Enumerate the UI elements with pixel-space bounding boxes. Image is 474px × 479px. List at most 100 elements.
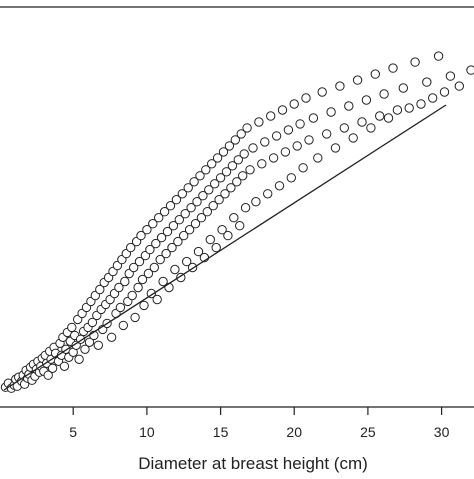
- data-point: [207, 159, 217, 169]
- data-point: [196, 213, 207, 223]
- data-point: [221, 167, 232, 177]
- data-point: [165, 201, 176, 211]
- data-point: [43, 370, 53, 380]
- data-point: [304, 135, 314, 145]
- data-point: [179, 230, 189, 241]
- data-point: [233, 155, 244, 165]
- data-point: [292, 141, 302, 151]
- data-point: [212, 153, 223, 163]
- data-point: [357, 117, 367, 127]
- data-point: [192, 197, 202, 207]
- axes-frame: [0, 6, 474, 408]
- data-point: [240, 203, 251, 213]
- data-point: [339, 123, 349, 133]
- data-point: [146, 288, 157, 299]
- data-point: [84, 337, 95, 347]
- data-point: [189, 177, 199, 187]
- data-point: [416, 99, 426, 109]
- data-point: [224, 141, 235, 151]
- data-point: [223, 230, 233, 241]
- data-point: [229, 213, 239, 223]
- data-point: [268, 153, 279, 163]
- data-point: [106, 332, 117, 342]
- data-point: [204, 185, 214, 195]
- data-point: [388, 63, 398, 73]
- data-point: [392, 105, 403, 115]
- data-point: [170, 264, 180, 275]
- data-point: [398, 83, 408, 93]
- data-point: [251, 197, 261, 207]
- data-point: [198, 191, 208, 201]
- data-point: [137, 274, 148, 285]
- data-point: [162, 226, 173, 237]
- data-point: [186, 203, 196, 213]
- data-point: [277, 105, 288, 115]
- data-point: [235, 221, 245, 231]
- data-point: [193, 246, 204, 257]
- data-point: [257, 159, 267, 169]
- data-point: [236, 129, 246, 139]
- data-point: [183, 183, 193, 193]
- data-point: [133, 282, 143, 293]
- data-point: [298, 163, 308, 173]
- data-point: [232, 177, 242, 187]
- data-point: [266, 111, 276, 121]
- data-point: [167, 242, 177, 253]
- data-point: [322, 129, 332, 139]
- data-point: [152, 294, 162, 305]
- data-point: [164, 282, 174, 293]
- data-point: [210, 179, 220, 189]
- data-point: [115, 302, 126, 313]
- data-point: [139, 300, 149, 311]
- data-point: [149, 262, 160, 273]
- data-point: [263, 189, 273, 199]
- data-point: [208, 201, 218, 211]
- data-point: [93, 340, 104, 350]
- x-axis-ticks: 5101520253035: [69, 407, 450, 440]
- data-point: [87, 317, 98, 328]
- data-point: [280, 147, 291, 157]
- data-point: [195, 171, 205, 181]
- data-point: [173, 236, 183, 247]
- data-point: [352, 75, 363, 85]
- data-point: [114, 282, 124, 293]
- data-point: [142, 225, 152, 235]
- data-point: [155, 254, 165, 265]
- data-point: [274, 181, 285, 191]
- x-tick-label: 25: [360, 424, 376, 440]
- data-point: [154, 213, 164, 223]
- data-point: [214, 195, 224, 205]
- data-point: [177, 189, 188, 199]
- data-point: [335, 81, 345, 91]
- data-point: [151, 238, 161, 249]
- data-point: [136, 230, 146, 241]
- data-point: [67, 322, 77, 333]
- data-point: [326, 107, 336, 117]
- data-point: [271, 131, 282, 141]
- data-point: [422, 77, 432, 87]
- data-point: [242, 123, 252, 133]
- data-point: [118, 320, 129, 331]
- data-point: [161, 248, 171, 259]
- data-point: [148, 219, 158, 229]
- data-point: [80, 344, 90, 354]
- data-point: [134, 256, 145, 267]
- data-point: [433, 51, 444, 61]
- fit-line-group: [3, 104, 447, 391]
- data-point: [143, 268, 154, 279]
- data-point: [410, 57, 420, 67]
- data-point: [227, 161, 238, 171]
- data-point: [283, 125, 294, 135]
- data-point: [238, 171, 248, 181]
- data-point: [171, 195, 182, 205]
- data-point: [454, 81, 464, 91]
- data-point: [439, 87, 450, 97]
- data-point: [168, 221, 179, 231]
- data-point: [201, 165, 211, 175]
- data-point: [211, 242, 221, 253]
- data-point: [428, 93, 438, 103]
- data-point: [286, 173, 296, 183]
- data-point: [145, 244, 155, 255]
- data-point: [202, 207, 213, 217]
- data-point: [215, 173, 226, 183]
